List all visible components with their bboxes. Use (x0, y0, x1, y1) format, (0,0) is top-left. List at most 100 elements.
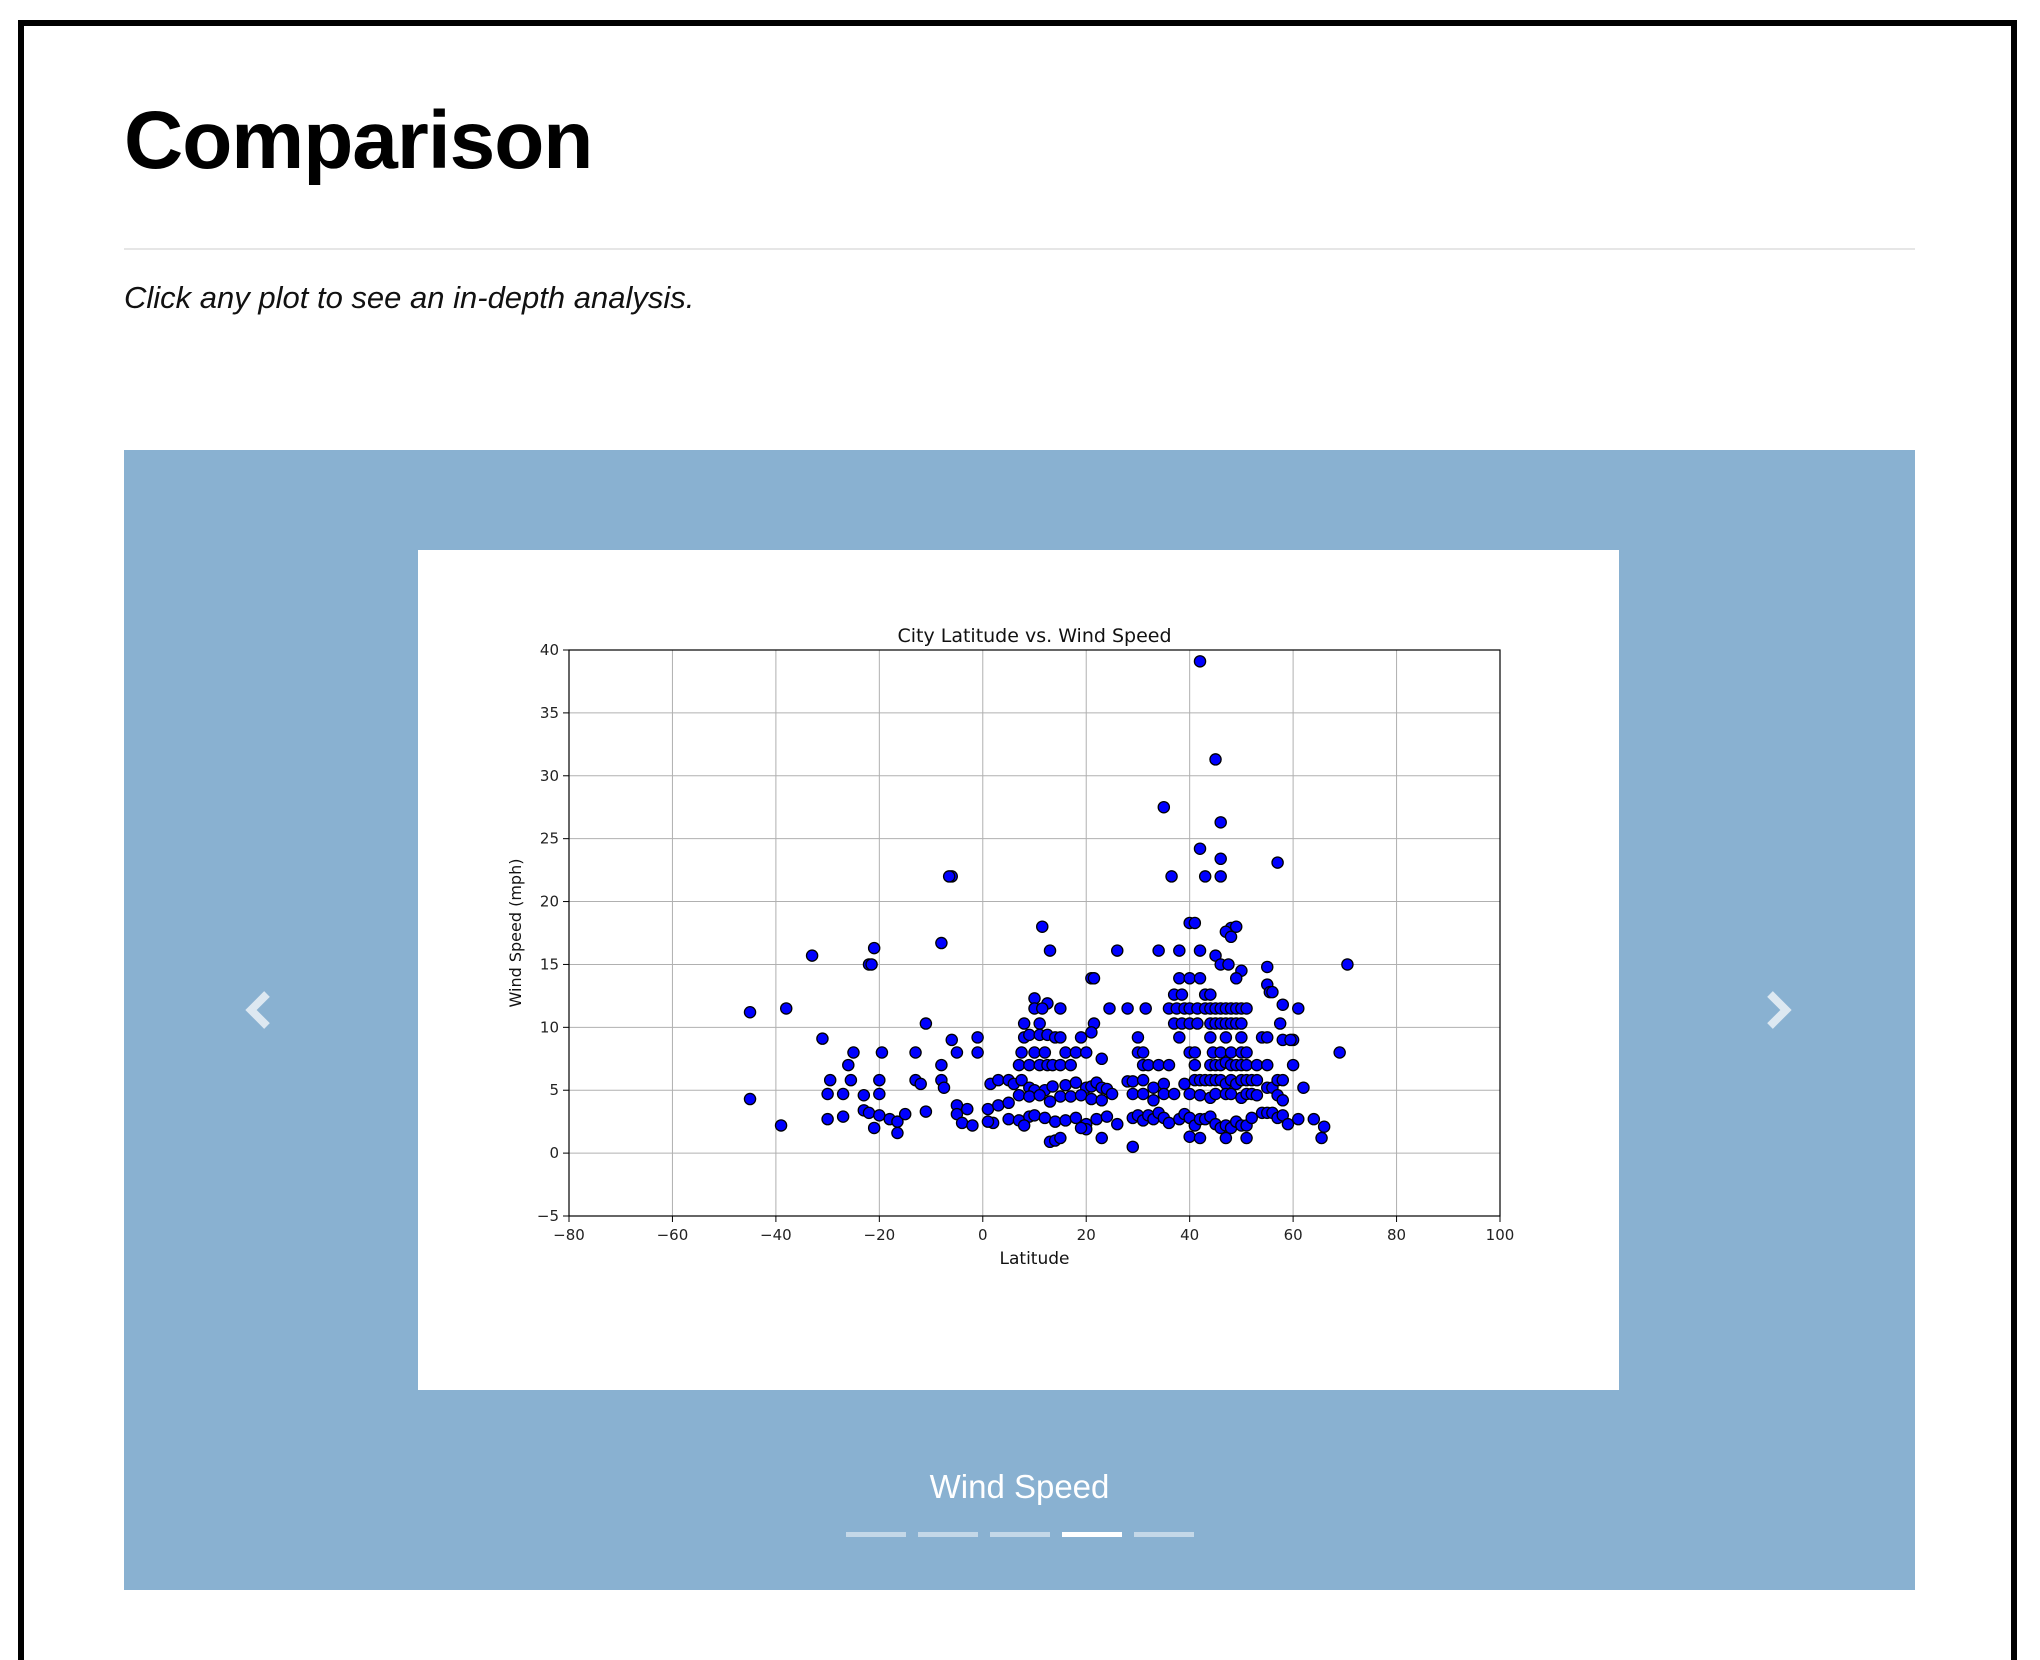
scatter-point (1054, 1090, 1067, 1103)
scatter-point (1002, 1096, 1015, 1110)
scatter-point (1276, 1094, 1290, 1107)
x-tick-label: 60 (1284, 1226, 1303, 1244)
scatter-point (1276, 1073, 1290, 1087)
scatter-point (914, 1077, 927, 1091)
scatter-point (1012, 1058, 1026, 1072)
scatter-point (971, 1046, 984, 1059)
scatter-point (1224, 1046, 1238, 1059)
scatter-point (1209, 753, 1222, 766)
scatter-point (966, 1119, 979, 1132)
scatter-point (1059, 1046, 1072, 1059)
scatter-point (1204, 988, 1217, 1001)
scatter-point (1162, 1116, 1176, 1130)
scatter-point (1064, 1090, 1077, 1103)
scatter-point (1188, 1046, 1202, 1059)
scatter-point (1033, 1017, 1046, 1030)
page-title: Comparison (124, 95, 593, 186)
scatter-point (1136, 1073, 1150, 1087)
carousel-indicator-4[interactable] (1061, 1532, 1122, 1537)
carousel-indicator-2[interactable] (917, 1532, 978, 1537)
scatter-point (1069, 1046, 1083, 1059)
scatter-point (971, 1031, 984, 1044)
scatter-point (1198, 870, 1212, 883)
scatter-point (1111, 944, 1124, 957)
scatter-point (1095, 1131, 1108, 1145)
scatter-point (1090, 1112, 1103, 1126)
scatter-point (844, 1073, 858, 1087)
y-tick-label: 20 (540, 893, 559, 911)
scatter-point (1281, 1117, 1295, 1131)
scatter-point (842, 1058, 855, 1072)
scatter-point (1183, 1087, 1196, 1101)
scatter-point (961, 1102, 974, 1116)
scatter-point (1054, 1058, 1067, 1072)
scatter-point (1193, 1089, 1207, 1102)
scatter-point (1095, 1094, 1108, 1107)
carousel-next-button[interactable] (1738, 970, 1818, 1050)
scatter-point (1038, 1111, 1052, 1125)
scatter-point (1214, 852, 1227, 866)
scatter-point (1165, 870, 1178, 883)
scatter-point (992, 1073, 1005, 1087)
carousel-indicator-1[interactable] (845, 1532, 906, 1537)
scatter-point (1017, 1119, 1031, 1132)
scatter-point (1046, 1080, 1059, 1093)
scatter-point (1266, 985, 1279, 999)
scatter-point (1173, 1031, 1186, 1044)
plot-image-link[interactable]: −80 −60 −40 −20 0 20 40 60 80 100 −5 0 5 10 15 20 25 30 35… (418, 550, 1619, 1390)
x-tick-label: −60 (657, 1226, 689, 1244)
scatter-point (1193, 972, 1207, 985)
scatter-point (875, 1046, 889, 1059)
scatter-point (821, 1112, 834, 1126)
wind-speed-scatter-chart[interactable]: −80 −60 −40 −20 0 20 40 60 80 100 −5 0 5 10 15 20 25 30 35… (418, 550, 1619, 1390)
scatter-point (865, 958, 878, 971)
scatter-point (919, 1105, 933, 1118)
scatter-point (1033, 1089, 1046, 1102)
scatter-point (1224, 930, 1238, 944)
y-tick-label: 30 (540, 767, 559, 785)
scatter-point (1142, 1058, 1155, 1072)
scatter-point (1054, 1131, 1067, 1145)
scatter-point (823, 1073, 837, 1087)
scatter-point (1111, 1117, 1124, 1131)
scatter-point (1085, 1026, 1098, 1039)
x-tick-label: −40 (760, 1226, 792, 1244)
scatter-point (1043, 1095, 1057, 1108)
carousel-indicator-3[interactable] (989, 1532, 1050, 1537)
carousel-prev-button[interactable] (219, 970, 299, 1050)
scatter-point (1209, 1087, 1222, 1101)
scatter-point (1023, 1028, 1036, 1042)
scatter-point (1017, 1017, 1031, 1030)
scatter-point (1136, 1046, 1150, 1059)
chart-title: City Latitude vs. Wind Speed (897, 625, 1171, 647)
scatter-point (1229, 920, 1243, 933)
scatter-point (1193, 655, 1207, 668)
scatter-point (1183, 972, 1196, 985)
scatter-point (1152, 1058, 1165, 1072)
scatter-point (1222, 958, 1235, 971)
scatter-point (1147, 1081, 1160, 1094)
scatter-point (1286, 1058, 1300, 1072)
scatter-point (1074, 1031, 1088, 1044)
scatter-point (1183, 1130, 1196, 1144)
scatter-point (1261, 1031, 1274, 1044)
scatter-point (1193, 1131, 1207, 1145)
scatter-point (1015, 1046, 1028, 1059)
scatter-point (873, 1073, 886, 1087)
carousel-indicator-5[interactable] (1133, 1532, 1194, 1537)
scatter-point (1315, 1131, 1328, 1145)
scatter-point (1064, 1058, 1077, 1072)
plot-carousel: −80 −60 −40 −20 0 20 40 60 80 100 −5 0 5 10 15 20 25 30 35… (124, 450, 1915, 1590)
scatter-point (891, 1126, 904, 1140)
scatter-point (1079, 1046, 1093, 1059)
x-tick-label: 80 (1387, 1226, 1406, 1244)
page-lead: Click any plot to see an in-depth analys… (124, 280, 695, 315)
scatter-point (1219, 1131, 1233, 1145)
scatter-point (1087, 972, 1101, 985)
scatter-point (1074, 1121, 1088, 1135)
scatter-point (1276, 998, 1290, 1011)
scatter-point (1240, 1058, 1253, 1072)
scatter-point (1023, 1090, 1036, 1103)
scatter-point (937, 1081, 951, 1094)
scatter-point (1229, 972, 1243, 985)
